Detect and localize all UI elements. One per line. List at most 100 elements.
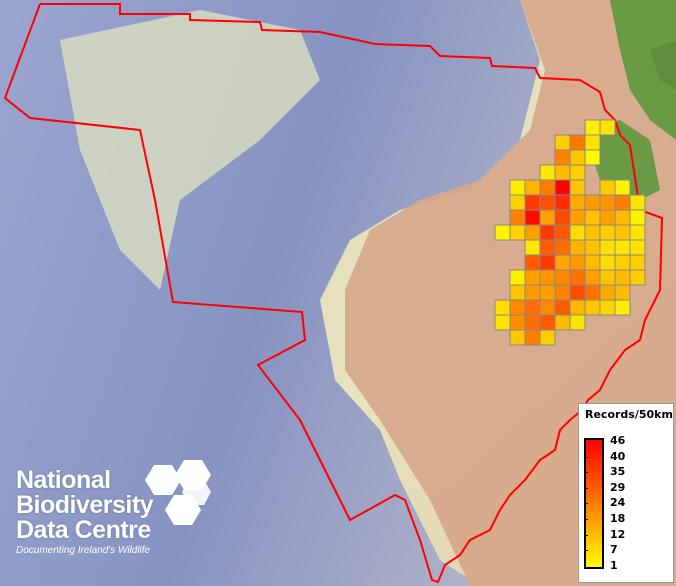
grid-cell[interactable] <box>539 284 556 301</box>
grid-cell[interactable] <box>629 269 646 286</box>
grid-cell[interactable] <box>569 179 586 196</box>
grid-cell[interactable] <box>539 269 556 286</box>
grid-cell[interactable] <box>509 284 526 301</box>
legend-tick <box>584 472 588 474</box>
grid-cell[interactable] <box>584 224 601 241</box>
grid-cell[interactable] <box>554 299 571 316</box>
grid-cell[interactable] <box>569 314 586 331</box>
grid-cell[interactable] <box>554 194 571 211</box>
grid-cell[interactable] <box>584 299 601 316</box>
grid-cell[interactable] <box>584 119 601 136</box>
grid-cell[interactable] <box>539 254 556 271</box>
grid-cell[interactable] <box>539 299 556 316</box>
grid-cell[interactable] <box>509 194 526 211</box>
grid-cell[interactable] <box>584 134 601 151</box>
grid-cell[interactable] <box>569 254 586 271</box>
grid-cell[interactable] <box>614 209 631 226</box>
grid-cell[interactable] <box>509 269 526 286</box>
grid-cell[interactable] <box>629 239 646 256</box>
grid-cell[interactable] <box>569 209 586 226</box>
grid-cell[interactable] <box>599 119 616 136</box>
grid-cell[interactable] <box>614 239 631 256</box>
grid-cell[interactable] <box>509 329 526 346</box>
grid-cell[interactable] <box>509 209 526 226</box>
grid-cell[interactable] <box>584 254 601 271</box>
grid-cell[interactable] <box>524 194 541 211</box>
grid-cell[interactable] <box>554 284 571 301</box>
grid-cell[interactable] <box>569 269 586 286</box>
grid-cell[interactable] <box>614 254 631 271</box>
grid-cell[interactable] <box>524 314 541 331</box>
grid-cell[interactable] <box>569 164 586 181</box>
grid-cell[interactable] <box>599 194 616 211</box>
grid-cell[interactable] <box>584 209 601 226</box>
grid-cell[interactable] <box>569 224 586 241</box>
grid-cell[interactable] <box>554 179 571 196</box>
grid-cell[interactable] <box>524 224 541 241</box>
grid-cell[interactable] <box>569 149 586 166</box>
grid-cell[interactable] <box>554 149 571 166</box>
grid-cell[interactable] <box>554 134 571 151</box>
grid-cell[interactable] <box>599 299 616 316</box>
grid-cell[interactable] <box>509 314 526 331</box>
grid-cell[interactable] <box>539 179 556 196</box>
grid-cell[interactable] <box>584 149 601 166</box>
grid-cell[interactable] <box>494 299 511 316</box>
grid-cell[interactable] <box>569 239 586 256</box>
grid-cell[interactable] <box>554 164 571 181</box>
logo-line-1: National <box>16 466 111 494</box>
grid-cell[interactable] <box>614 269 631 286</box>
grid-cell[interactable] <box>629 254 646 271</box>
grid-cell[interactable] <box>509 179 526 196</box>
grid-cell[interactable] <box>524 329 541 346</box>
grid-cell[interactable] <box>599 269 616 286</box>
grid-cell[interactable] <box>539 194 556 211</box>
grid-cell[interactable] <box>599 224 616 241</box>
grid-cell[interactable] <box>554 224 571 241</box>
grid-cell[interactable] <box>614 179 631 196</box>
grid-cell[interactable] <box>584 239 601 256</box>
grid-cell[interactable] <box>554 209 571 226</box>
grid-cell[interactable] <box>554 239 571 256</box>
grid-cell[interactable] <box>539 239 556 256</box>
grid-cell[interactable] <box>614 194 631 211</box>
grid-cell[interactable] <box>599 209 616 226</box>
island-land <box>650 40 676 90</box>
grid-cell[interactable] <box>524 179 541 196</box>
grid-cell[interactable] <box>554 269 571 286</box>
grid-cell[interactable] <box>539 329 556 346</box>
grid-cell[interactable] <box>599 179 616 196</box>
grid-cell[interactable] <box>599 284 616 301</box>
grid-cell[interactable] <box>569 299 586 316</box>
grid-cell[interactable] <box>509 299 526 316</box>
grid-cell[interactable] <box>614 224 631 241</box>
grid-cell[interactable] <box>569 134 586 151</box>
grid-cell[interactable] <box>584 269 601 286</box>
grid-cell[interactable] <box>539 314 556 331</box>
grid-cell[interactable] <box>524 254 541 271</box>
grid-cell[interactable] <box>599 254 616 271</box>
grid-cell[interactable] <box>614 299 631 316</box>
grid-cell[interactable] <box>629 194 646 211</box>
grid-cell[interactable] <box>584 284 601 301</box>
grid-cell[interactable] <box>584 194 601 211</box>
grid-cell[interactable] <box>494 224 511 241</box>
grid-cell[interactable] <box>539 209 556 226</box>
grid-cell[interactable] <box>524 269 541 286</box>
grid-cell[interactable] <box>524 284 541 301</box>
grid-cell[interactable] <box>509 224 526 241</box>
grid-cell[interactable] <box>629 209 646 226</box>
grid-cell[interactable] <box>554 314 571 331</box>
grid-cell[interactable] <box>524 299 541 316</box>
grid-cell[interactable] <box>599 239 616 256</box>
grid-cell[interactable] <box>539 224 556 241</box>
grid-cell[interactable] <box>524 209 541 226</box>
grid-cell[interactable] <box>554 254 571 271</box>
grid-cell[interactable] <box>569 194 586 211</box>
grid-cell[interactable] <box>614 284 631 301</box>
grid-cell[interactable] <box>629 224 646 241</box>
grid-cell[interactable] <box>524 239 541 256</box>
grid-cell[interactable] <box>494 314 511 331</box>
grid-cell[interactable] <box>569 284 586 301</box>
grid-cell[interactable] <box>539 164 556 181</box>
